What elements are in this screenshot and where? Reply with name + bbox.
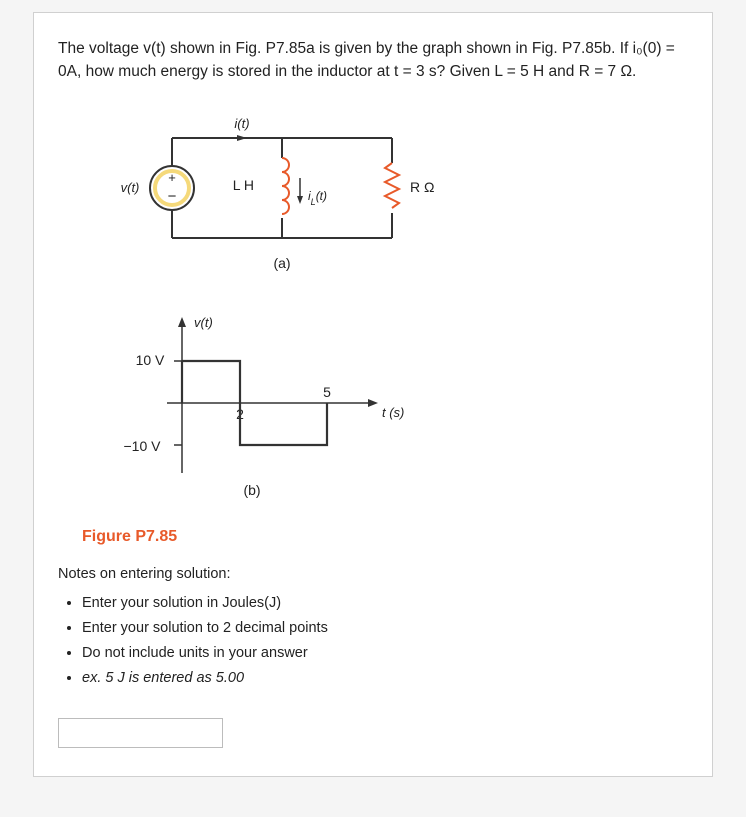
figure-caption: Figure P7.85 — [82, 528, 688, 546]
resistor-label: R Ω — [410, 179, 434, 195]
inductor-label: L H — [233, 177, 254, 193]
answer-container — [58, 718, 688, 748]
circuit-figure: + − v(t) i(t) L H iL(t) R Ω (a) — [82, 108, 688, 283]
source-label: v(t) — [121, 180, 140, 195]
note-item: Enter your solution to 2 decimal points — [82, 617, 688, 640]
x-axis-label: t (s) — [382, 405, 404, 420]
note-item: Do not include units in your answer — [82, 642, 688, 665]
top-current-label: i(t) — [234, 116, 249, 131]
answer-input[interactable] — [58, 718, 223, 748]
y-axis-label: v(t) — [194, 315, 213, 330]
x2-label: 5 — [323, 384, 331, 400]
graph-figure: 10 V −10 V 2 5 t (s) v(t) (b) — [82, 303, 688, 508]
y-pos-label: 10 V — [136, 352, 165, 368]
polarity-minus: − — [168, 188, 177, 205]
note-item: Enter your solution in Joules(J) — [82, 592, 688, 615]
notes-title: Notes on entering solution: — [58, 566, 688, 582]
note-item: ex. 5 J is entered as 5.00 — [82, 667, 688, 690]
graph-sublabel: (b) — [243, 482, 260, 498]
notes-list: Enter your solution in Joules(J) Enter y… — [58, 592, 688, 691]
question-card: The voltage v(t) shown in Fig. P7.85a is… — [33, 12, 713, 777]
polarity-plus: + — [168, 170, 176, 185]
inductor-current-label: iL(t) — [308, 189, 327, 207]
circuit-sublabel: (a) — [273, 255, 290, 271]
y-neg-label: −10 V — [124, 438, 162, 454]
question-text: The voltage v(t) shown in Fig. P7.85a is… — [58, 37, 688, 84]
